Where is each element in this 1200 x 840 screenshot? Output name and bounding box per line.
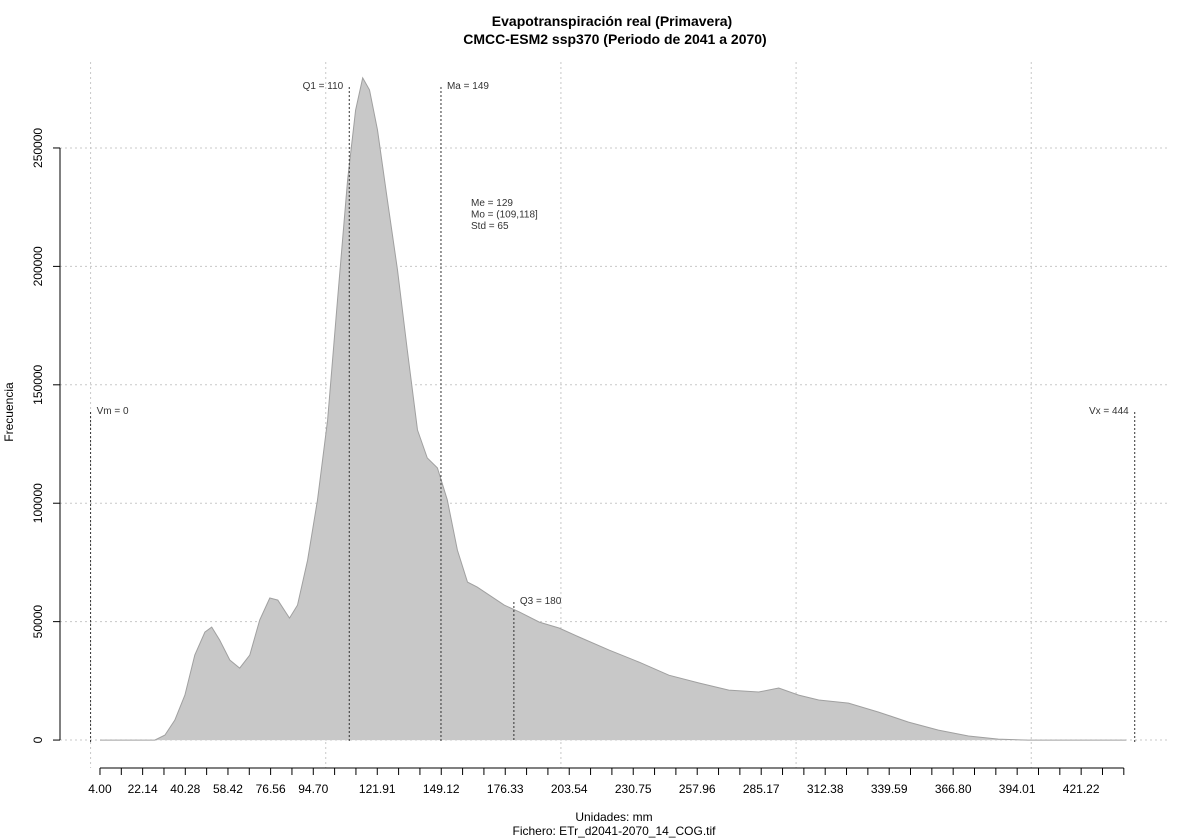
chart-subtitle: CMCC-ESM2 ssp370 (Periodo de 2041 a 2070… bbox=[463, 31, 766, 47]
y-tick-label: 50000 bbox=[31, 605, 45, 639]
marker-label: Q1 = 110 bbox=[303, 81, 344, 92]
x-tick-label: 149.12 bbox=[423, 782, 460, 796]
x-tick-label: 176.33 bbox=[487, 782, 524, 796]
x-tick-label: 4.00 bbox=[88, 782, 112, 796]
density-area bbox=[100, 76, 1126, 741]
x-tick-label: 339.59 bbox=[871, 782, 908, 796]
x-tick-label: 285.17 bbox=[743, 782, 780, 796]
stat-label: Std = 65 bbox=[471, 221, 509, 232]
x-axis-label: Unidades: mm bbox=[575, 810, 652, 824]
y-tick-label: 0 bbox=[31, 736, 45, 743]
y-tick-label: 100000 bbox=[31, 483, 45, 523]
stat-label: Mo = (109,118] bbox=[471, 210, 538, 221]
marker-label: Vx = 444 bbox=[1089, 406, 1129, 417]
y-tick-label: 150000 bbox=[31, 364, 45, 404]
x-tick-label: 203.54 bbox=[551, 782, 588, 796]
x-tick-label: 94.70 bbox=[298, 782, 328, 796]
x-tick-label: 366.80 bbox=[935, 782, 972, 796]
x-tick-label: 421.22 bbox=[1063, 782, 1100, 796]
marker-label: Q3 = 180 bbox=[520, 596, 562, 607]
stat-label: Me = 129 bbox=[471, 198, 513, 209]
y-tick-label: 250000 bbox=[31, 128, 45, 168]
x-tick-label: 230.75 bbox=[615, 782, 652, 796]
chart-title: Evapotranspiración real (Primavera) bbox=[492, 13, 732, 29]
x-tick-label: 76.56 bbox=[256, 782, 286, 796]
marker-label: Ma = 149 bbox=[447, 81, 489, 92]
x-tick-label: 40.28 bbox=[170, 782, 200, 796]
y-tick-label: 200000 bbox=[31, 246, 45, 286]
x-tick-label: 22.14 bbox=[128, 782, 158, 796]
x-tick-label: 257.96 bbox=[679, 782, 716, 796]
x-tick-label: 394.01 bbox=[999, 782, 1036, 796]
x-tick-label: 312.38 bbox=[807, 782, 844, 796]
x-tick-label: 121.91 bbox=[359, 782, 396, 796]
caption: Fichero: ETr_d2041-2070_14_COG.tif bbox=[513, 824, 717, 838]
x-tick-label: 58.42 bbox=[213, 782, 243, 796]
marker-label: Vm = 0 bbox=[97, 406, 129, 417]
y-axis-label: Frecuencia bbox=[2, 382, 16, 442]
